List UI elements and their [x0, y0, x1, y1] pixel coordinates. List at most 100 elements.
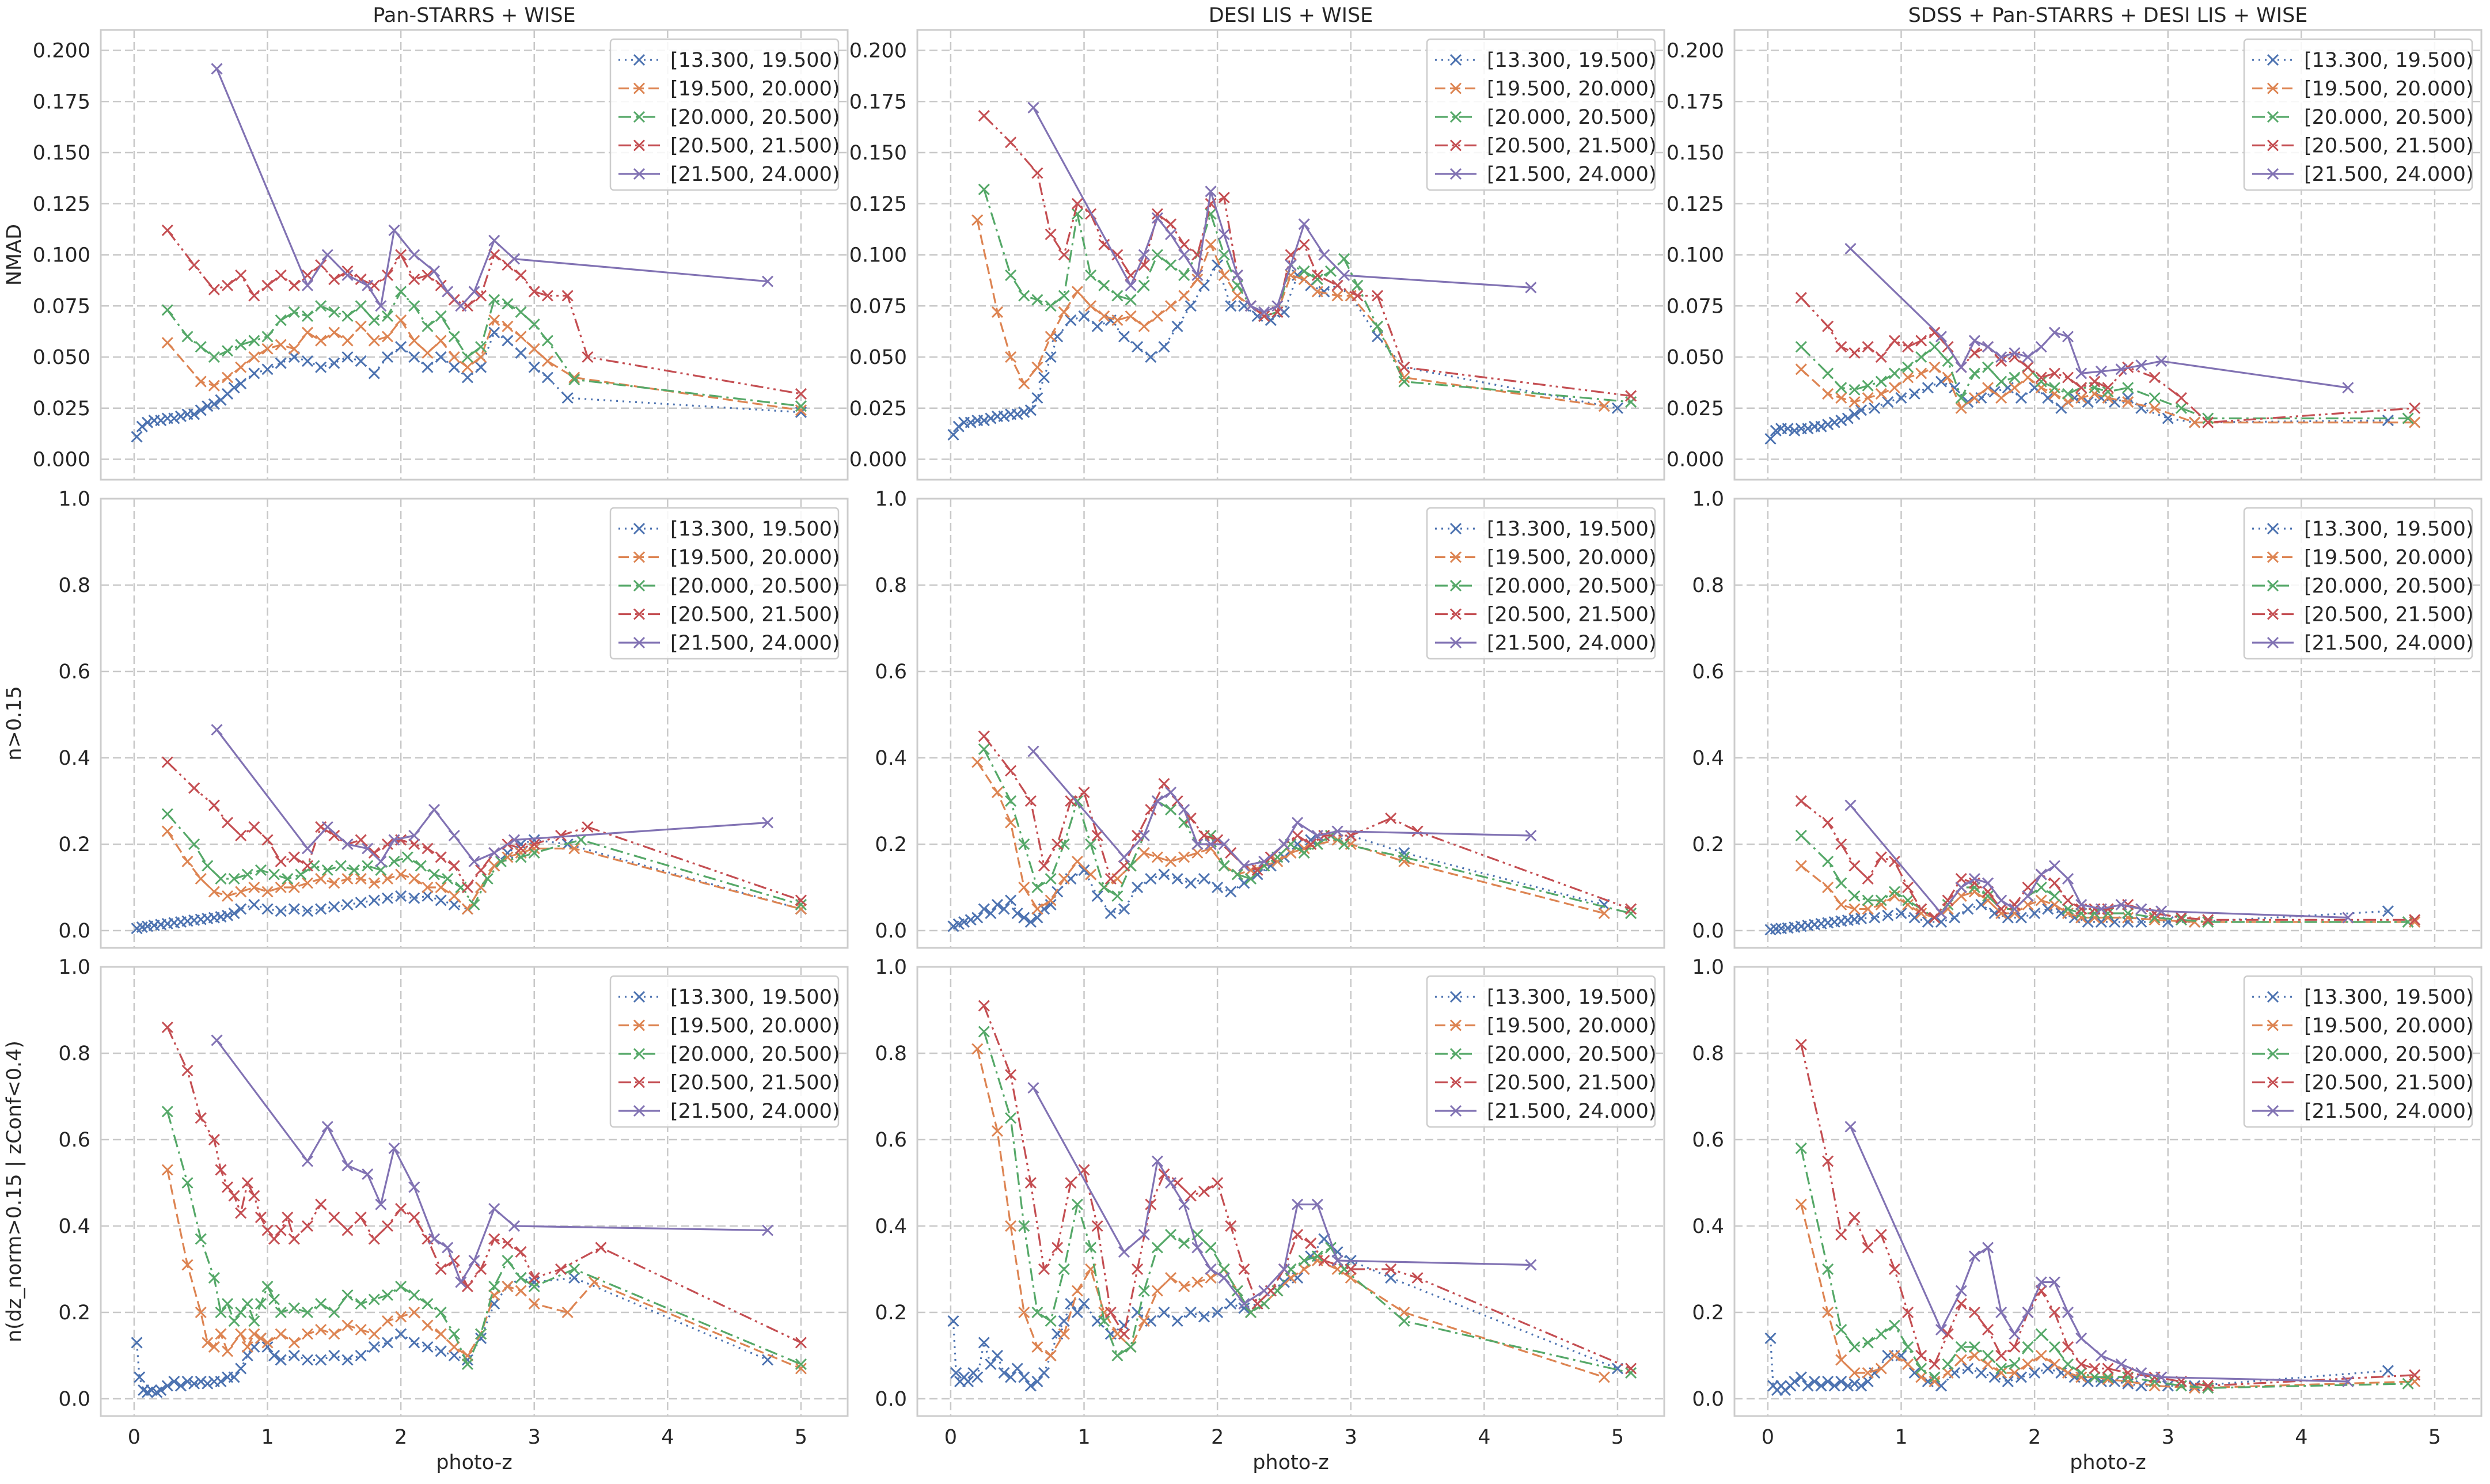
panel-r2-c0-series-20-500-21-500-point	[341, 1224, 354, 1236]
panel-r0-c2-ytick-label: 0.200	[1667, 40, 1724, 63]
panel-r2-c2-series-20-000-20-500-point	[2102, 1371, 2114, 1383]
panel-r0-c1-series-20-500-21-500-point	[1058, 249, 1070, 261]
panel-r0-c1-series-21-500-24-000-point	[1244, 300, 1257, 312]
panel-r2-c2-series-19-500-20-000-point	[2075, 1371, 2087, 1383]
panel-r1-c0-series-20-500-21-500-point	[422, 842, 434, 855]
panel-r0-c1-series-21-500-24-000-point	[1218, 228, 1230, 241]
panel-r0-c1-series-13-300-19-500-point	[1145, 351, 1157, 363]
panel-r2-c0-series-19-500-20-000-point	[215, 1328, 227, 1340]
panel-r2-c0-series-20-000-20-500-point	[568, 1263, 580, 1276]
panel-r2-c1-series-20-500-21-500-point	[1118, 1328, 1130, 1340]
panel-r0-c2-series-19-500-20-000-point	[1835, 392, 1847, 404]
panel-r1-c0-series-20-000-20-500-point	[268, 868, 280, 880]
panel-r0-c0-series-19-500-20-000-point	[395, 314, 407, 327]
panel-r0-c2-series-19-500-20-000-point	[1862, 392, 1874, 404]
panel-r0-c2-series-13-300-19-500-point	[1895, 392, 1907, 404]
panel-r1-c2-series-20-000-20-500-point	[1968, 881, 1980, 894]
panel-r2-c0-series-20-000-20-500-point	[408, 1289, 420, 1301]
panel-r0-c2-series-13-300-19-500-point	[1842, 412, 1854, 424]
panel-r0-c0-series-20-500-21-500-point	[288, 279, 300, 291]
panel-r2-c0-series-20-000-20-500-point	[475, 1328, 487, 1340]
panel-r2-c1-series-19-500-20-000-point	[1018, 1306, 1030, 1319]
panel-r0-c2-ytick-label: 0.000	[1667, 449, 1724, 472]
panel-r0-c2-series-21-500-24-000-point	[2135, 359, 2147, 371]
panel-r2-c1-series-20-000-20-500-point	[1058, 1263, 1070, 1276]
panel-r0-c2-series-20-000-20-500-point	[2202, 412, 2214, 424]
panel-r2-c0-series-13-300-19-500-point	[448, 1349, 460, 1362]
panel-r2-c0-series-20-500-21-500-point	[241, 1176, 253, 1189]
panel-r2-c1-series-21-500-24-000-point	[1218, 1272, 1230, 1284]
panel-r1-c0-series-19-500-20-000-point	[568, 842, 580, 855]
panel-r0-c0-series-20-500-21-500-point	[341, 265, 354, 277]
panel-r2-c1-series-19-500-20-000-point	[1071, 1285, 1083, 1297]
panel-r0-c0-series-20-000-20-500-point	[315, 300, 327, 312]
panel-r2-c0-series-13-300-19-500-point	[181, 1375, 193, 1388]
panel-r2-c2-series-13-300-19-500-point	[1808, 1375, 1821, 1388]
panel-r2-c0-series-20-500-21-500-point	[795, 1337, 807, 1349]
panel-r0-c1-series-19-500-20-000-point	[1045, 331, 1057, 343]
panel-r1-c1-series-13-300-19-500-point	[1104, 907, 1117, 920]
panel-r0-c1-series-21-500-24-000-point	[1191, 269, 1204, 282]
panel-r2-c0-series-19-500-20-000-point	[241, 1341, 253, 1353]
panel-r0-c0-series-20-500-21-500-point	[248, 290, 260, 302]
panel-r1-c1-series-13-300-19-500-point	[1398, 847, 1410, 859]
panel-r2-c1-series-19-500-20-000-point	[1031, 1341, 1043, 1353]
panel-r0-c0-legend-label: [20.500, 21.500)	[670, 135, 840, 158]
panel-r0-c0-series-19-500-20-000-point	[475, 351, 487, 363]
panel-r0-c2-series-19-500-20-000-point	[1982, 382, 1994, 394]
panel-r1-c1-series-20-500-21-500-point	[1078, 786, 1090, 799]
panel-r1-c0-series-20-000-20-500-point	[282, 872, 294, 885]
panel-r1-c0-series-20-000-20-500-point	[515, 851, 527, 863]
panel-r1-c1-series-13-300-19-500-point	[1251, 868, 1263, 880]
panel-r2-c0-legend-handle-marker	[633, 1076, 646, 1088]
panel-r2-c1-series-20-500-21-500-point	[1305, 1237, 1317, 1250]
panel-r2-c2-series-21-500-24-000-point	[1982, 1242, 1994, 1254]
panel-r1-c1-legend-handle-marker	[1449, 636, 1462, 649]
panel-r2-c0-series-21-500-24-000-point	[388, 1142, 400, 1155]
panel-r0-c2-series-19-500-20-000-point	[1875, 388, 1887, 400]
panel-r1-c0-series-20-500-21-500-point	[528, 838, 540, 851]
panel-r0-c2-ytick-label: 0.175	[1667, 90, 1724, 113]
panel-r1-c2-series-19-500-20-000-point	[1888, 890, 1900, 902]
panel-r0-c1-legend-label: [20.500, 21.500)	[1487, 135, 1657, 158]
panel-r0-c2-ytick-label: 0.100	[1667, 244, 1724, 267]
panel-r1-c0-series-13-300-19-500-point	[422, 890, 434, 902]
panel-r0-c1-series-13-300-19-500-point	[1024, 404, 1037, 416]
panel-r1-c0-series-20-500-21-500-point	[795, 894, 807, 906]
panel-r2-c0-legend-label: [21.500, 24.000)	[670, 1100, 840, 1123]
panel-r0-c2-series-21-500-24-000-point	[1844, 242, 1857, 255]
panel-r2-c1-series-13-300-19-500-point	[962, 1375, 974, 1388]
panel-r1-c2-series-20-500-21-500-point	[1915, 903, 1927, 915]
panel-r0-c1-series-13-300-19-500-point	[952, 420, 965, 432]
panel-r0-c0-series-19-500-20-000-point	[161, 337, 173, 349]
panel-r2-c0-series-19-500-20-000-point	[161, 1164, 173, 1176]
panel-r0-c0-legend: [13.300, 19.500) [19.500, 20.000) [20.000,…	[609, 38, 840, 191]
panel-r2-c0-series-21-500-24-000-point	[468, 1254, 480, 1267]
panel-r0-c0-series-13-300-19-500-point	[301, 355, 314, 367]
panel-r2-c2-legend-label: [19.500, 20.000)	[2304, 1015, 2474, 1038]
panel-r2-c1-series-21-500-24-000-point	[1292, 1198, 1304, 1210]
panel-r1-c0-series-20-000-20-500-point	[188, 838, 200, 851]
panel-r0-c0-series-13-300-19-500-point	[408, 351, 420, 363]
panel-r2-c2-series-19-500-20-000-point	[1875, 1362, 1887, 1375]
panel-r1-c0-series-21-500-24-000-point	[428, 803, 441, 816]
panel-r1-c1-series-21-500-24-000-point	[1191, 838, 1204, 851]
panel-r2-c1-series-19-500-20-000-point	[991, 1125, 1004, 1137]
panel-r0-c2-series-19-500-20-000-point	[1848, 396, 1861, 408]
panel-r1-c2-series-21-500-24-000-point	[2075, 898, 2087, 911]
panel-r2-c1-series-13-300-19-500-point	[991, 1349, 1004, 1362]
panel-r1-c1-series-20-500-21-500-point	[1305, 838, 1317, 851]
panel-r0-c2-series-13-300-19-500-point	[1815, 420, 1827, 432]
panel-r2-c1-series-20-500-21-500-point	[1251, 1297, 1263, 1310]
panel-r0-c1-series-19-500-20-000-point	[1085, 300, 1097, 312]
panel-r2-c1-series-20-500-21-500-point	[1091, 1220, 1103, 1232]
panel-r2-c0-series-20-500-21-500-point	[261, 1224, 274, 1236]
panel-r0-c0-series-21-500-24-000-point	[388, 224, 400, 236]
panel-r1-c1-series-20-500-21-500-point	[1118, 860, 1130, 872]
panel-r2-c0-series-13-300-19-500-point	[395, 1328, 407, 1340]
panel-r0-c1-series-20-500-21-500-point	[1352, 290, 1364, 302]
panel-r0-c1-series-13-300-19-500-point	[978, 414, 990, 427]
panel-r0-c0-series-13-300-19-500-point	[368, 367, 380, 379]
panel-r2-c1-series-group	[947, 1000, 1637, 1392]
panel-r2-c2-series-20-500-21-500-point	[1995, 1349, 2007, 1362]
